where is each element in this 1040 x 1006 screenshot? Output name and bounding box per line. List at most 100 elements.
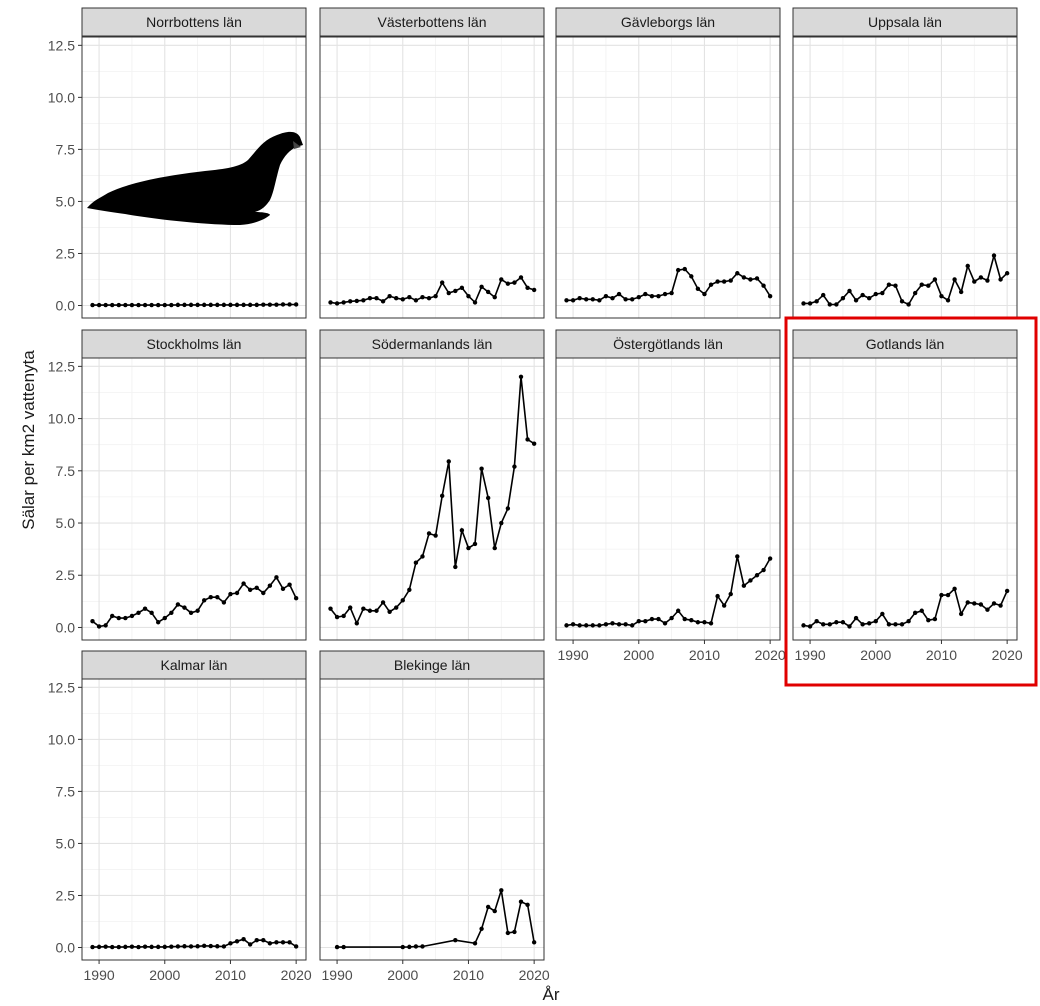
- data-point: [254, 585, 259, 590]
- data-point: [201, 943, 207, 949]
- data-point: [367, 608, 373, 613]
- strip-label-kalmar-lan: Kalmar län: [161, 657, 228, 673]
- data-point: [525, 437, 530, 442]
- panel-frame: [555, 357, 781, 641]
- data-point: [840, 296, 846, 301]
- data-point: [400, 944, 405, 950]
- data-point: [978, 602, 984, 607]
- data-point: [459, 528, 465, 533]
- data-point: [761, 567, 766, 573]
- data-point: [188, 944, 194, 949]
- data-point: [149, 610, 154, 616]
- data-point: [675, 267, 681, 273]
- data-point: [96, 624, 102, 629]
- data-point: [682, 266, 687, 272]
- data-point: [1004, 588, 1010, 594]
- data-point: [234, 590, 240, 596]
- data-point: [570, 622, 576, 627]
- data-point: [958, 289, 964, 295]
- data-point: [866, 296, 872, 301]
- data-point: [466, 293, 471, 299]
- data-point: [499, 277, 504, 282]
- data-point: [512, 464, 517, 469]
- data-point: [675, 608, 681, 613]
- y-tick-label: 12.5: [48, 37, 75, 53]
- y-tick-label: 12.5: [48, 358, 75, 374]
- data-point: [155, 944, 161, 950]
- data-point: [721, 603, 727, 608]
- series-line-stockholms-lan: [92, 575, 297, 628]
- data-point: [1004, 271, 1010, 276]
- x-tick-label: 2000: [623, 647, 654, 663]
- data-point: [814, 619, 819, 624]
- data-point: [873, 291, 878, 297]
- data-point: [972, 601, 977, 606]
- data-point: [682, 616, 687, 622]
- data-point: [280, 586, 286, 592]
- data-point: [387, 609, 392, 614]
- x-tick-label: 1990: [84, 967, 115, 983]
- data-point: [328, 300, 333, 305]
- series-line-norrbottens-lan: [92, 303, 297, 306]
- data-point: [886, 282, 892, 287]
- data-point: [636, 619, 641, 624]
- data-point: [906, 619, 911, 624]
- data-point: [367, 296, 373, 301]
- data-point: [162, 944, 167, 950]
- data-point: [616, 291, 622, 297]
- data-point: [433, 293, 438, 299]
- data-point: [169, 944, 174, 949]
- data-point: [228, 941, 233, 946]
- data-point: [886, 622, 892, 627]
- data-point: [400, 297, 405, 302]
- panel-vasterbottens-lan: Västerbottens län: [319, 7, 545, 319]
- data-point: [103, 623, 108, 628]
- data-point: [393, 605, 399, 610]
- data-point: [728, 278, 733, 283]
- data-point: [380, 299, 386, 304]
- y-tick-label: 10.0: [48, 89, 75, 105]
- data-point: [334, 614, 340, 620]
- data-point: [485, 904, 491, 910]
- data-point: [466, 545, 471, 551]
- data-point: [221, 944, 227, 949]
- data-point: [814, 299, 819, 304]
- strip-label-sodermanlands-lan: Södermanlands län: [372, 336, 493, 352]
- series-line-gotlands-lan: [803, 587, 1008, 628]
- data-point: [103, 944, 108, 949]
- data-point: [380, 600, 386, 605]
- x-tick-label: 1990: [795, 647, 826, 663]
- data-point: [182, 605, 187, 610]
- data-point: [912, 290, 918, 296]
- data-point: [472, 541, 478, 547]
- data-point: [715, 279, 720, 284]
- data-point: [228, 302, 233, 308]
- data-point: [90, 302, 95, 308]
- data-point: [499, 520, 504, 526]
- panel-frame: [81, 357, 307, 641]
- y-tick-label: 10.0: [48, 411, 75, 427]
- data-point: [531, 287, 537, 293]
- data-point: [439, 493, 445, 499]
- data-point: [348, 605, 353, 610]
- data-point: [985, 278, 990, 283]
- y-tick-label: 0.0: [56, 940, 76, 956]
- data-point: [293, 302, 299, 307]
- data-point: [623, 297, 628, 302]
- data-point: [715, 593, 720, 599]
- data-point: [584, 623, 589, 628]
- data-point: [234, 302, 240, 308]
- x-tick-label: 2000: [387, 967, 418, 983]
- data-point: [662, 621, 668, 626]
- data-point: [893, 622, 898, 627]
- series-line-gavleborgs-lan: [566, 268, 771, 302]
- strip-gotlands-lan: [792, 329, 1018, 359]
- x-tick-label: 2010: [453, 967, 484, 983]
- data-point: [485, 289, 491, 295]
- data-point: [195, 944, 200, 949]
- data-point: [656, 616, 661, 622]
- data-point: [215, 944, 220, 949]
- y-tick-label: 5.0: [56, 515, 76, 531]
- data-point: [939, 592, 944, 598]
